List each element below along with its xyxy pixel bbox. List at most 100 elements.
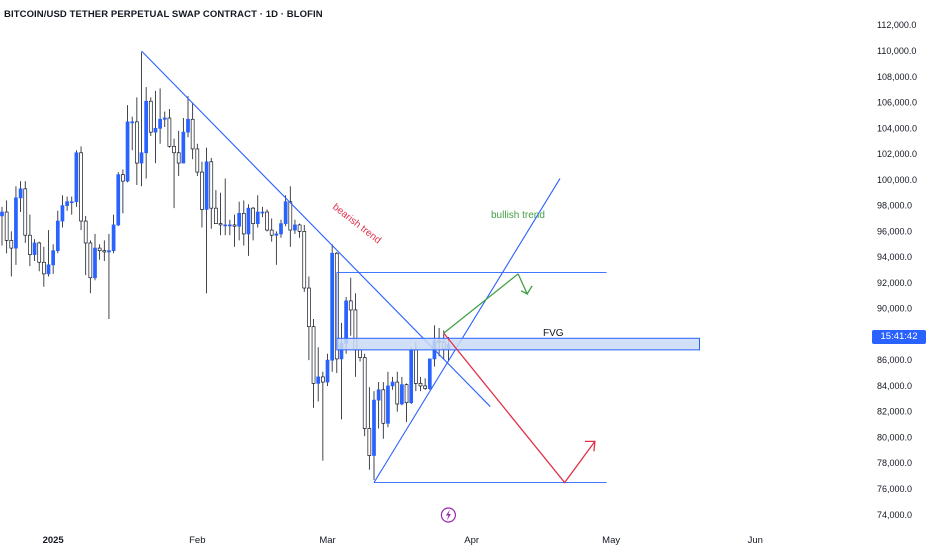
candle-body — [200, 171, 204, 210]
candle-body — [400, 384, 404, 405]
candle-2025-02-20 — [283, 195, 288, 227]
candle-2025-02-10 — [237, 201, 241, 241]
candle-body — [190, 118, 195, 150]
candle-body — [269, 229, 274, 236]
candle-body — [162, 117, 167, 120]
candle-2025-02-09 — [232, 214, 237, 247]
candle-body — [395, 381, 400, 405]
candle-body — [260, 211, 265, 214]
candle-body — [107, 250, 111, 253]
candle-body — [116, 174, 121, 226]
candle-body — [297, 224, 302, 232]
candle-body — [372, 399, 376, 456]
fvg-box — [336, 337, 700, 351]
candle-2025-01-11 — [97, 244, 102, 260]
candle-body — [414, 349, 418, 384]
candle-body — [311, 326, 316, 384]
candle-body — [195, 148, 200, 173]
candle-2025-02-03 — [204, 147, 209, 294]
candle-2025-01-13 — [107, 233, 111, 319]
candle-2025-02-14 — [255, 195, 260, 228]
candle-2025-01-24 — [158, 88, 162, 144]
candle-body — [139, 152, 144, 164]
candle-body — [404, 384, 409, 404]
candle-2025-01-04 — [65, 196, 69, 211]
candle-body — [60, 205, 65, 222]
candle-body — [121, 174, 125, 182]
time-tick: 2025 — [43, 535, 65, 546]
candle-2025-02-17 — [269, 218, 274, 242]
candle-body — [321, 376, 325, 383]
candle-body — [41, 261, 46, 275]
candle-2025-03-09 — [362, 353, 367, 437]
candle-2025-01-01 — [51, 244, 56, 274]
candle-2025-03-22 — [423, 378, 427, 390]
price-tick: 90,000.0 — [877, 304, 912, 314]
candle-body — [423, 385, 427, 389]
candle-2025-02-02 — [200, 161, 204, 228]
candle-body — [214, 207, 218, 224]
candle-2025-01-15 — [116, 172, 121, 227]
candle-body — [176, 152, 181, 164]
price-tick: 84,000.0 — [877, 381, 912, 391]
candle-body — [97, 247, 102, 252]
candle-body — [93, 247, 97, 279]
candle-body — [14, 197, 18, 249]
candle-body — [186, 118, 190, 133]
candle-2025-02-21 — [288, 186, 293, 247]
fvg-label: FVG — [543, 328, 564, 339]
price-tick: 102,000.0 — [877, 149, 917, 159]
candle-2025-02-06 — [218, 192, 223, 236]
candle-body — [37, 242, 42, 263]
candle-2025-03-04 — [339, 322, 344, 420]
time-tick: Feb — [189, 535, 205, 546]
candle-2025-01-05 — [69, 196, 74, 215]
candle-body — [288, 201, 293, 231]
candle-2025-01-16 — [121, 169, 125, 214]
candle-body — [28, 234, 32, 255]
candle-body — [65, 201, 69, 206]
candle-2025-01-30 — [186, 96, 190, 138]
price-tick: 82,000.0 — [877, 407, 912, 417]
candle-2025-01-02 — [55, 210, 60, 254]
candle-body — [302, 231, 307, 289]
candle-body — [348, 300, 353, 311]
bullish-arrow-head — [526, 285, 533, 295]
time-tick: Jun — [748, 535, 763, 546]
time-tick: Apr — [464, 535, 479, 546]
candle-2025-01-27 — [172, 138, 176, 209]
candle-2025-01-09 — [88, 240, 93, 294]
price-tick: 104,000.0 — [877, 123, 917, 133]
candle-body — [88, 242, 93, 279]
bearish-arrow-path — [443, 332, 596, 484]
bearish-trendline — [141, 50, 491, 407]
chart-title: BITCOIN/USD TETHER PERPETUAL SWAP CONTRA… — [4, 9, 323, 20]
bullish-trend-label: bullish trend — [491, 210, 545, 221]
candle-body — [283, 201, 288, 224]
candle-2025-01-29 — [181, 117, 186, 164]
candle-body — [427, 358, 432, 389]
candle-2025-03-14 — [386, 371, 390, 428]
candle-2025-01-07 — [79, 146, 83, 231]
price-tick: 110,000.0 — [877, 46, 916, 56]
bullish-trendline — [373, 178, 561, 483]
bullish-arrow-hook — [517, 273, 529, 296]
price-tick: 76,000.0 — [877, 484, 912, 494]
candle-body — [386, 385, 390, 424]
drawings-layer: bearish trend bullish trend FVG — [141, 50, 700, 523]
candle-body — [167, 117, 172, 147]
price-tick: 86,000.0 — [877, 355, 912, 365]
candle-body — [223, 224, 228, 227]
price-tick: 78,000.0 — [877, 458, 912, 468]
candle-2025-01-23 — [153, 90, 158, 164]
candle-2025-03-12 — [376, 382, 381, 429]
candle-body — [181, 131, 186, 164]
candle-body — [144, 100, 148, 154]
price-tick: 96,000.0 — [877, 226, 912, 236]
candle-2025-01-08 — [83, 215, 88, 276]
time-axis[interactable]: 2025 Feb Mar Apr May Jun — [43, 535, 763, 546]
bullish-arrow-shaft — [443, 273, 519, 334]
price-axis[interactable]: 112,000.0 110,000.0 108,000.0 106,000.0 104,… — [877, 20, 917, 520]
candle-body — [265, 211, 269, 231]
